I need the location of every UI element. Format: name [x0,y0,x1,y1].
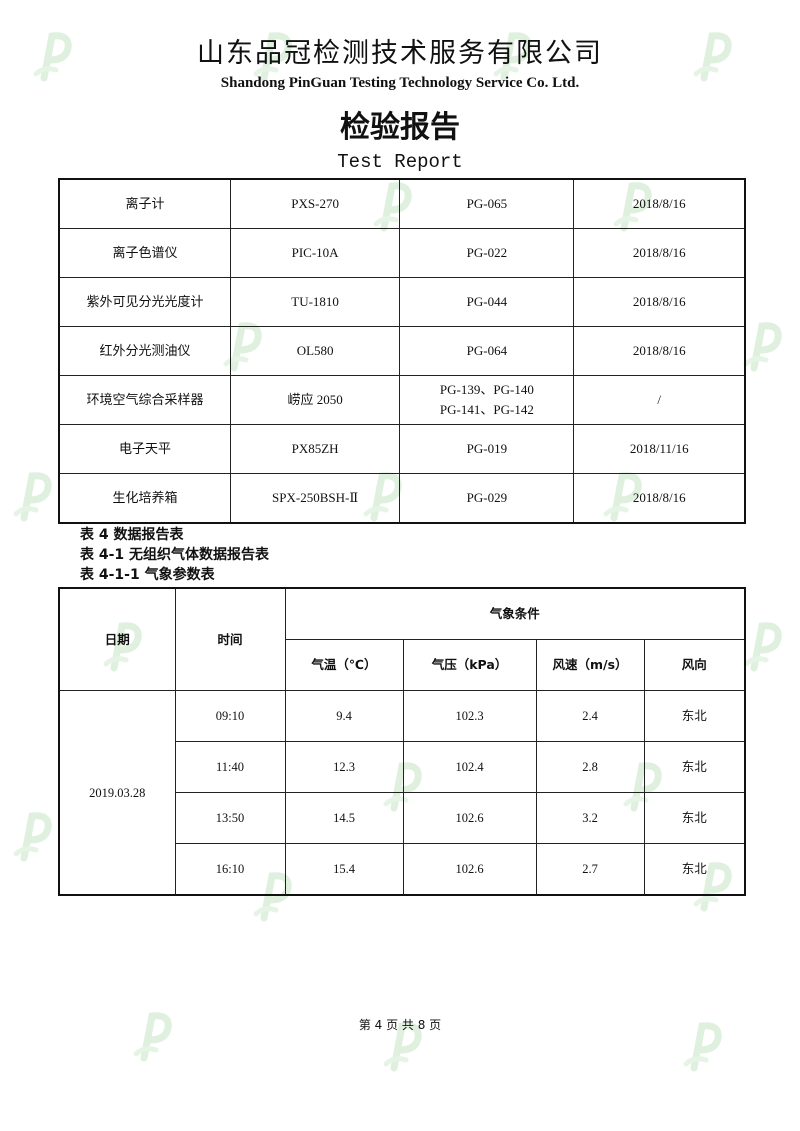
table-cell: 2.4 [535,690,645,742]
table-cell: 红外分光测油仪 [58,326,231,376]
table-cell: PG-022 [399,228,575,278]
table-row: 11:40 12.3 102.4 2.8 东北 [59,741,746,793]
table-cell: 3.2 [535,792,645,844]
table-row: 13:50 14.5 102.6 3.2 东北 [59,792,746,844]
equipment-table: 离子计 PXS-270 PG-065 2018/8/16 离子色谱仪 PIC-10A PG-… [58,178,746,524]
watermark-logo [380,1020,424,1072]
table-cell: 东北 [643,843,746,896]
table-cell: PG-065 [399,178,575,229]
table-cell: 东北 [643,792,746,844]
table-cell: 13:50 [174,792,286,844]
header-date: 日期 [58,587,176,691]
table-cell: 电子天平 [58,424,231,474]
table-cell: 2.8 [535,741,645,793]
table-cell: OL580 [229,326,401,376]
table-cell: 102.4 [402,741,537,793]
table-cell: 102.6 [402,843,537,896]
table-cell: 崂应 2050 [229,375,401,425]
table-row: 电子天平 PX85ZH PG-019 2018/11/16 [58,424,746,474]
caption-table-4-1-1: 表 4-1-1 气象参数表 [80,567,215,583]
watermark-logo [690,30,734,82]
table-cell: 2018/11/16 [573,424,746,474]
table-cell: 102.3 [402,690,537,742]
table-row: 2019.03.28 09:10 9.4 102.3 2.4 东北 [58,690,746,896]
table-cell: 14.5 [284,792,404,844]
table-cell: 离子色谱仪 [58,228,231,278]
table-cell: 离子计 [58,178,231,229]
cell-line: PG-141、PG-142 [439,402,534,417]
table-row: 生化培养箱 SPX-250BSH-Ⅱ PG-029 2018/8/16 [58,473,746,524]
header-wind-dir: 风向 [643,639,746,691]
watermark-logo [130,1010,174,1062]
table-row: 环境空气综合采样器 崂应 2050 PG-139、PG-140 PG-141、PG-1… [58,375,746,425]
table-row: 紫外可见分光光度计 TU-1810 PG-044 2018/8/16 [58,277,746,327]
watermark-logo [10,470,54,522]
table-cell: 11:40 [174,741,286,793]
company-name-en: Shandong PinGuan Testing Technology Serv… [220,75,580,91]
header-weather: 气象条件 [284,587,746,640]
header-row: 日期 时间 气象条件 [58,587,746,691]
table-cell: 9.4 [284,690,404,742]
table-cell: 09:10 [174,690,286,742]
table-cell: 环境空气综合采样器 [58,375,231,425]
table-cell: 生化培养箱 [58,473,231,524]
page-number: 第 4 页 共 8 页 [358,1018,442,1032]
table-cell: 2018/8/16 [573,178,746,229]
table-cell: PXS-270 [229,178,401,229]
watermark-logo [680,1020,724,1072]
table-cell: PG-064 [399,326,575,376]
watermark-logo [740,320,784,372]
table-cell: 2018/8/16 [573,473,746,524]
watermark-logo [740,620,784,672]
table-row: 16:10 15.4 102.6 2.7 东北 [59,843,746,896]
table-cell: PG-019 [399,424,575,474]
table-cell: 2018/8/16 [573,228,746,278]
caption-table-4-1: 表 4-1 无组织气体数据报告表 [80,547,270,563]
watermark-logo [250,30,294,82]
table-cell: 2018/8/16 [573,277,746,327]
table-cell: / [573,375,746,425]
header-wind-speed: 风速（m/s） [535,639,645,691]
report-title: 检验报告 [340,110,460,145]
table-cell: 16:10 [174,843,286,896]
header-pressure: 气压（kPa） [402,639,537,691]
table-row: 离子计 PXS-270 PG-065 2018/8/16 [58,178,746,229]
table-cell: 东北 [643,741,746,793]
table-cell: 12.3 [284,741,404,793]
table-cell: PIC-10A [229,228,401,278]
table-cell: 紫外可见分光光度计 [58,277,231,327]
table-cell: 102.6 [402,792,537,844]
table-cell: 2.7 [535,843,645,896]
weather-table: 日期 时间 气象条件 气温（℃） 气压（kPa） 风速（m/s） 风向 2019… [58,587,746,896]
report-subtitle: Test Report [337,151,463,173]
table-cell: PG-139、PG-140 PG-141、PG-142 [399,375,575,425]
table-cell: 东北 [643,690,746,742]
table-cell: 15.4 [284,843,404,896]
watermark-logo [30,30,74,82]
date-cell: 2019.03.28 [58,690,176,896]
table-row: 红外分光测油仪 OL580 PG-064 2018/8/16 [58,326,746,376]
table-cell: TU-1810 [229,277,401,327]
caption-table-4: 表 4 数据报告表 [80,527,184,543]
cell-line: PG-139、PG-140 [439,382,534,397]
table-cell: PX85ZH [229,424,401,474]
header-temp: 气温（℃） [284,639,404,691]
watermark-logo [10,810,54,862]
table-cell: PG-044 [399,277,575,327]
header-time: 时间 [174,587,286,691]
table-cell: PG-029 [399,473,575,524]
table-row: 离子色谱仪 PIC-10A PG-022 2018/8/16 [58,228,746,278]
table-cell: 2018/8/16 [573,326,746,376]
watermark-logo [490,30,534,82]
table-cell: SPX-250BSH-Ⅱ [229,473,401,524]
company-name-cn: 山东品冠检测技术服务有限公司 [197,38,603,69]
